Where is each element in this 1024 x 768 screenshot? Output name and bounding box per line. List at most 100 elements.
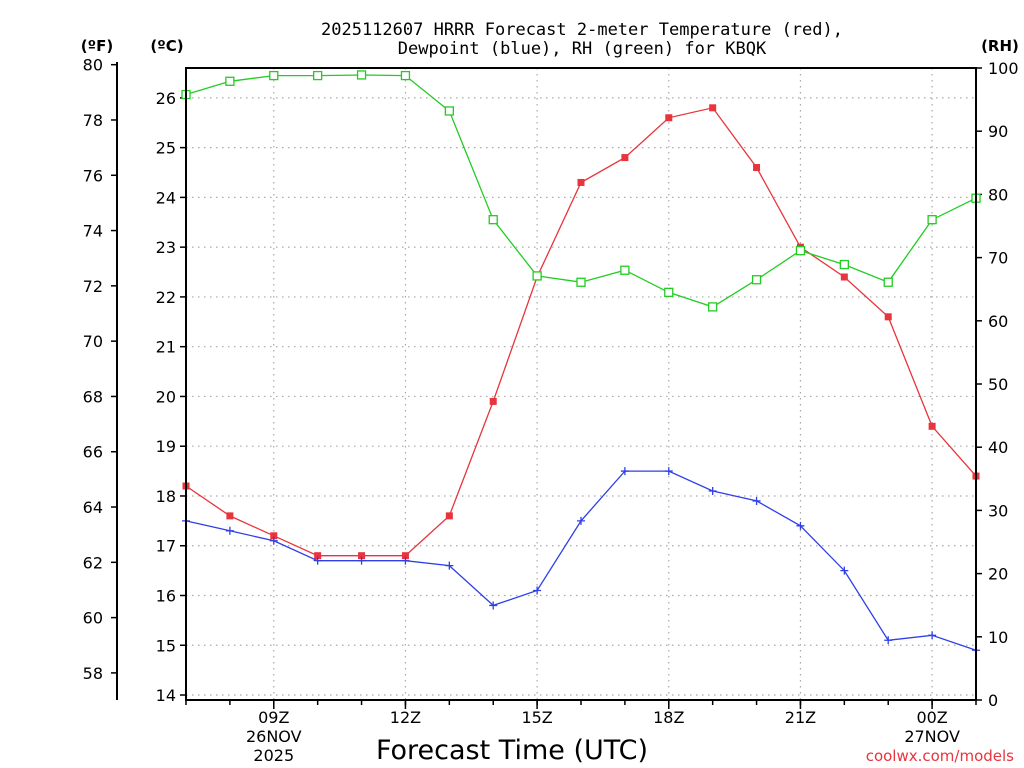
rh-point bbox=[444, 106, 454, 116]
rh-tick-label: 50 bbox=[988, 375, 1008, 394]
celsius-tick-label: 23 bbox=[156, 238, 176, 257]
temperature-point bbox=[709, 104, 717, 112]
rh-point bbox=[532, 271, 542, 281]
rh-point bbox=[313, 70, 323, 81]
celsius-tick-label: 15 bbox=[156, 636, 176, 655]
rh-tick-label: 40 bbox=[988, 438, 1008, 457]
celsius-tick-label: 22 bbox=[156, 288, 176, 307]
celsius-tick-label: 24 bbox=[156, 188, 176, 207]
temperature-point bbox=[621, 154, 629, 162]
temperature-point bbox=[753, 164, 761, 172]
temperature-point bbox=[270, 532, 278, 540]
rh-point bbox=[708, 302, 718, 312]
dewpoint-point bbox=[708, 486, 717, 495]
rh-point bbox=[400, 70, 411, 81]
celsius-tick-label: 20 bbox=[156, 387, 176, 406]
rh-tick-label: 60 bbox=[988, 312, 1008, 331]
temperature-point bbox=[928, 422, 936, 430]
temperature-point bbox=[445, 512, 453, 520]
rh-point bbox=[839, 259, 849, 270]
x-axis-title: Forecast Time (UTC) bbox=[376, 735, 648, 766]
celsius-tick-label: 26 bbox=[156, 89, 176, 108]
temperature-point bbox=[358, 552, 366, 560]
celsius-tick-label: 18 bbox=[156, 487, 176, 506]
fahrenheit-tick-label: 70 bbox=[83, 332, 103, 351]
dewpoint-point bbox=[928, 631, 937, 640]
temperature-point bbox=[665, 114, 673, 122]
rh-point bbox=[795, 245, 806, 256]
celsius-tick-label: 21 bbox=[156, 338, 176, 357]
dewpoint-point bbox=[840, 566, 849, 575]
time-tick-label: 09Z bbox=[258, 708, 289, 727]
rh-tick-label: 20 bbox=[988, 565, 1008, 584]
plot-frame bbox=[185, 67, 977, 701]
time-tick-label: 12Z bbox=[390, 708, 421, 727]
year-label: 2025 bbox=[253, 746, 294, 765]
fahrenheit-tick-label: 62 bbox=[83, 553, 103, 572]
celsius-axis: 14 15 16 17 18 19 20 21 22 23 24 25 26 bbox=[156, 89, 186, 705]
time-tick-label: 18Z bbox=[653, 708, 684, 727]
dewpoint-point bbox=[752, 496, 761, 505]
fahrenheit-tick-label: 66 bbox=[83, 443, 103, 462]
dewpoint-point bbox=[489, 601, 498, 610]
rh-point bbox=[576, 277, 586, 287]
fahrenheit-tick-label: 72 bbox=[83, 277, 103, 296]
fahrenheit-tick-label: 80 bbox=[83, 56, 103, 75]
dewpoint-point bbox=[401, 556, 410, 565]
rh-tick-label: 90 bbox=[988, 122, 1008, 141]
temperature-point bbox=[401, 552, 409, 560]
dewpoint-point bbox=[269, 536, 278, 545]
dewpoint-point bbox=[796, 521, 805, 530]
fahrenheit-tick-label: 58 bbox=[83, 664, 103, 683]
rh-point bbox=[883, 277, 893, 287]
fahrenheit-axis: 58 60 62 64 66 68 70 72 74 76 78 80 bbox=[83, 56, 118, 700]
rh-point bbox=[225, 76, 235, 86]
date-label: 26NOV bbox=[246, 727, 302, 746]
rh-tick-label: 10 bbox=[988, 628, 1008, 647]
dewpoint-point bbox=[620, 467, 629, 476]
fahrenheit-tick-label: 64 bbox=[83, 498, 103, 517]
dewpoint-series bbox=[182, 467, 980, 655]
dewpoint-point bbox=[577, 516, 585, 525]
rh-point bbox=[356, 70, 367, 80]
fahrenheit-tick-label: 60 bbox=[83, 609, 103, 628]
fahrenheit-tick-label: 68 bbox=[83, 387, 103, 406]
fahrenheit-tick-label: 74 bbox=[83, 222, 103, 241]
rh-tick-label: 70 bbox=[988, 249, 1008, 268]
celsius-tick-label: 17 bbox=[156, 537, 176, 556]
dewpoint-point bbox=[313, 556, 322, 565]
time-tick-label: 00Z bbox=[916, 708, 947, 727]
celsius-tick-label: 16 bbox=[156, 586, 176, 605]
source-credit: coolwx.com/models bbox=[866, 747, 1014, 765]
time-tick-label: 15Z bbox=[521, 708, 552, 727]
rh-point bbox=[927, 215, 937, 225]
temperature-point bbox=[489, 397, 497, 405]
temperature-series bbox=[182, 104, 980, 560]
fahrenheit-unit-label: (ºF) bbox=[81, 37, 113, 55]
rh-tick-label: 100 bbox=[988, 59, 1019, 78]
date-label: 27NOV bbox=[904, 727, 960, 746]
rh-tick-label: 80 bbox=[988, 185, 1008, 204]
temperature-point bbox=[226, 512, 234, 520]
rh-point bbox=[488, 215, 498, 225]
chart-title-line1: 2025112607 HRRR Forecast 2-meter Tempera… bbox=[321, 20, 843, 40]
celsius-tick-label: 14 bbox=[156, 686, 176, 705]
chart-title-line2: Dewpoint (blue), RH (green) for KBQK bbox=[398, 39, 767, 59]
celsius-unit-label: (ºC) bbox=[150, 37, 183, 55]
rh-point bbox=[269, 70, 279, 81]
dewpoint-point bbox=[884, 636, 893, 645]
dewpoint-point bbox=[357, 556, 366, 565]
temperature-point bbox=[577, 178, 585, 186]
time-tick-label: 21Z bbox=[785, 708, 816, 727]
dewpoint-point bbox=[533, 586, 542, 595]
rh-unit-label: (RH) bbox=[981, 37, 1019, 55]
rh-point bbox=[751, 275, 762, 285]
temperature-point bbox=[314, 552, 322, 560]
rh-tick-label: 30 bbox=[988, 501, 1008, 520]
temperature-point bbox=[884, 313, 892, 321]
rh-point bbox=[620, 265, 630, 275]
rh-tick-label: 0 bbox=[988, 691, 998, 710]
rh-point bbox=[664, 287, 674, 298]
fahrenheit-tick-label: 78 bbox=[83, 111, 103, 130]
